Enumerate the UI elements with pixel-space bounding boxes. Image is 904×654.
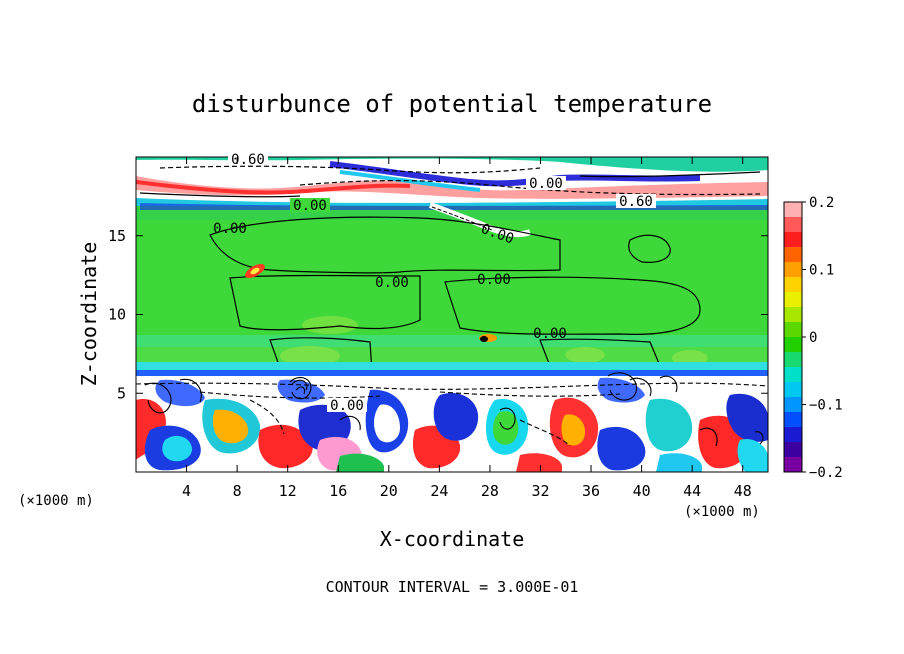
- colorbar-swatch: [784, 322, 802, 338]
- y-tick-label: 10: [108, 306, 126, 324]
- contour-label: 0.60: [231, 152, 265, 168]
- contour-label: 0.00: [213, 221, 247, 237]
- colorbar-swatch: [784, 202, 802, 218]
- contour-label: 0.00: [293, 198, 327, 214]
- colorbar-swatch: [784, 382, 802, 398]
- colorbar-tick-label: 0.2: [809, 195, 834, 211]
- contour-labels: 0.60 0.00 0.00 0.60 0.00 0.00 0.00 0.00 …: [213, 152, 656, 414]
- colorbar-swatch: [784, 397, 802, 413]
- colorbar-swatch: [784, 457, 802, 473]
- colorbar-swatch: [784, 427, 802, 443]
- colorbar-tick-label: 0.1: [809, 263, 834, 279]
- contour-label: 0.00: [375, 275, 409, 291]
- x-tick-label: 8: [233, 482, 242, 500]
- colorbar-ticks: 0.2 0.1 0 −0.1 −0.2: [802, 195, 843, 481]
- x-tick-label: 24: [430, 482, 448, 500]
- y-axis: 5 10 15: [108, 227, 768, 402]
- contour-label: 0.00: [529, 176, 563, 192]
- x-tick-label: 32: [531, 482, 549, 500]
- colorbar-swatch: [784, 262, 802, 278]
- contour-label: 0.00: [330, 398, 364, 414]
- colorbar-swatch: [784, 247, 802, 263]
- x-axis-title: X-coordinate: [380, 527, 525, 551]
- y-axis-title: Z-coordinate: [77, 242, 101, 387]
- contour-label: 0.00: [477, 272, 511, 288]
- colorbar-swatch: [784, 367, 802, 383]
- colorbar-tick-label: −0.2: [809, 465, 843, 481]
- z-unit-label: (×1000 m): [18, 493, 94, 509]
- x-tick-label: 12: [279, 482, 297, 500]
- contour-label: 0.00: [533, 326, 567, 342]
- x-tick-label: 36: [582, 482, 600, 500]
- x-tick-label: 28: [481, 482, 499, 500]
- y-tick-label: 15: [108, 227, 126, 245]
- x-axis: 4 8 12 16 20 24 28 32 36 40 44 48: [182, 157, 752, 500]
- x-tick-label: 20: [380, 482, 398, 500]
- x-tick-label: 48: [734, 482, 752, 500]
- contour-label: 0.60: [619, 194, 653, 210]
- chart-title: disturbunce of potential temperature: [192, 90, 712, 118]
- x-tick-label: 4: [182, 482, 191, 500]
- colorbar-tick-label: −0.1: [809, 398, 843, 414]
- colorbar-swatch: [784, 307, 802, 323]
- colorbar: [783, 201, 803, 473]
- x-tick-label: 40: [633, 482, 651, 500]
- contour-interval-note: CONTOUR INTERVAL = 3.000E-01: [326, 578, 579, 596]
- y-tick-label: 5: [117, 384, 126, 402]
- x-unit-label: (×1000 m): [684, 504, 760, 520]
- x-tick-label: 16: [329, 482, 347, 500]
- x-tick-label: 44: [683, 482, 701, 500]
- plot-field: [136, 157, 768, 472]
- colorbar-swatch: [784, 412, 802, 428]
- colorbar-swatch: [784, 337, 802, 353]
- colorbar-swatch: [784, 292, 802, 308]
- colorbar-swatch: [784, 442, 802, 458]
- colorbar-swatch: [784, 277, 802, 293]
- colorbar-tick-label: 0: [809, 330, 817, 346]
- colorbar-swatch: [784, 217, 802, 233]
- colorbar-swatch: [784, 352, 802, 368]
- colorbar-swatch: [784, 232, 802, 248]
